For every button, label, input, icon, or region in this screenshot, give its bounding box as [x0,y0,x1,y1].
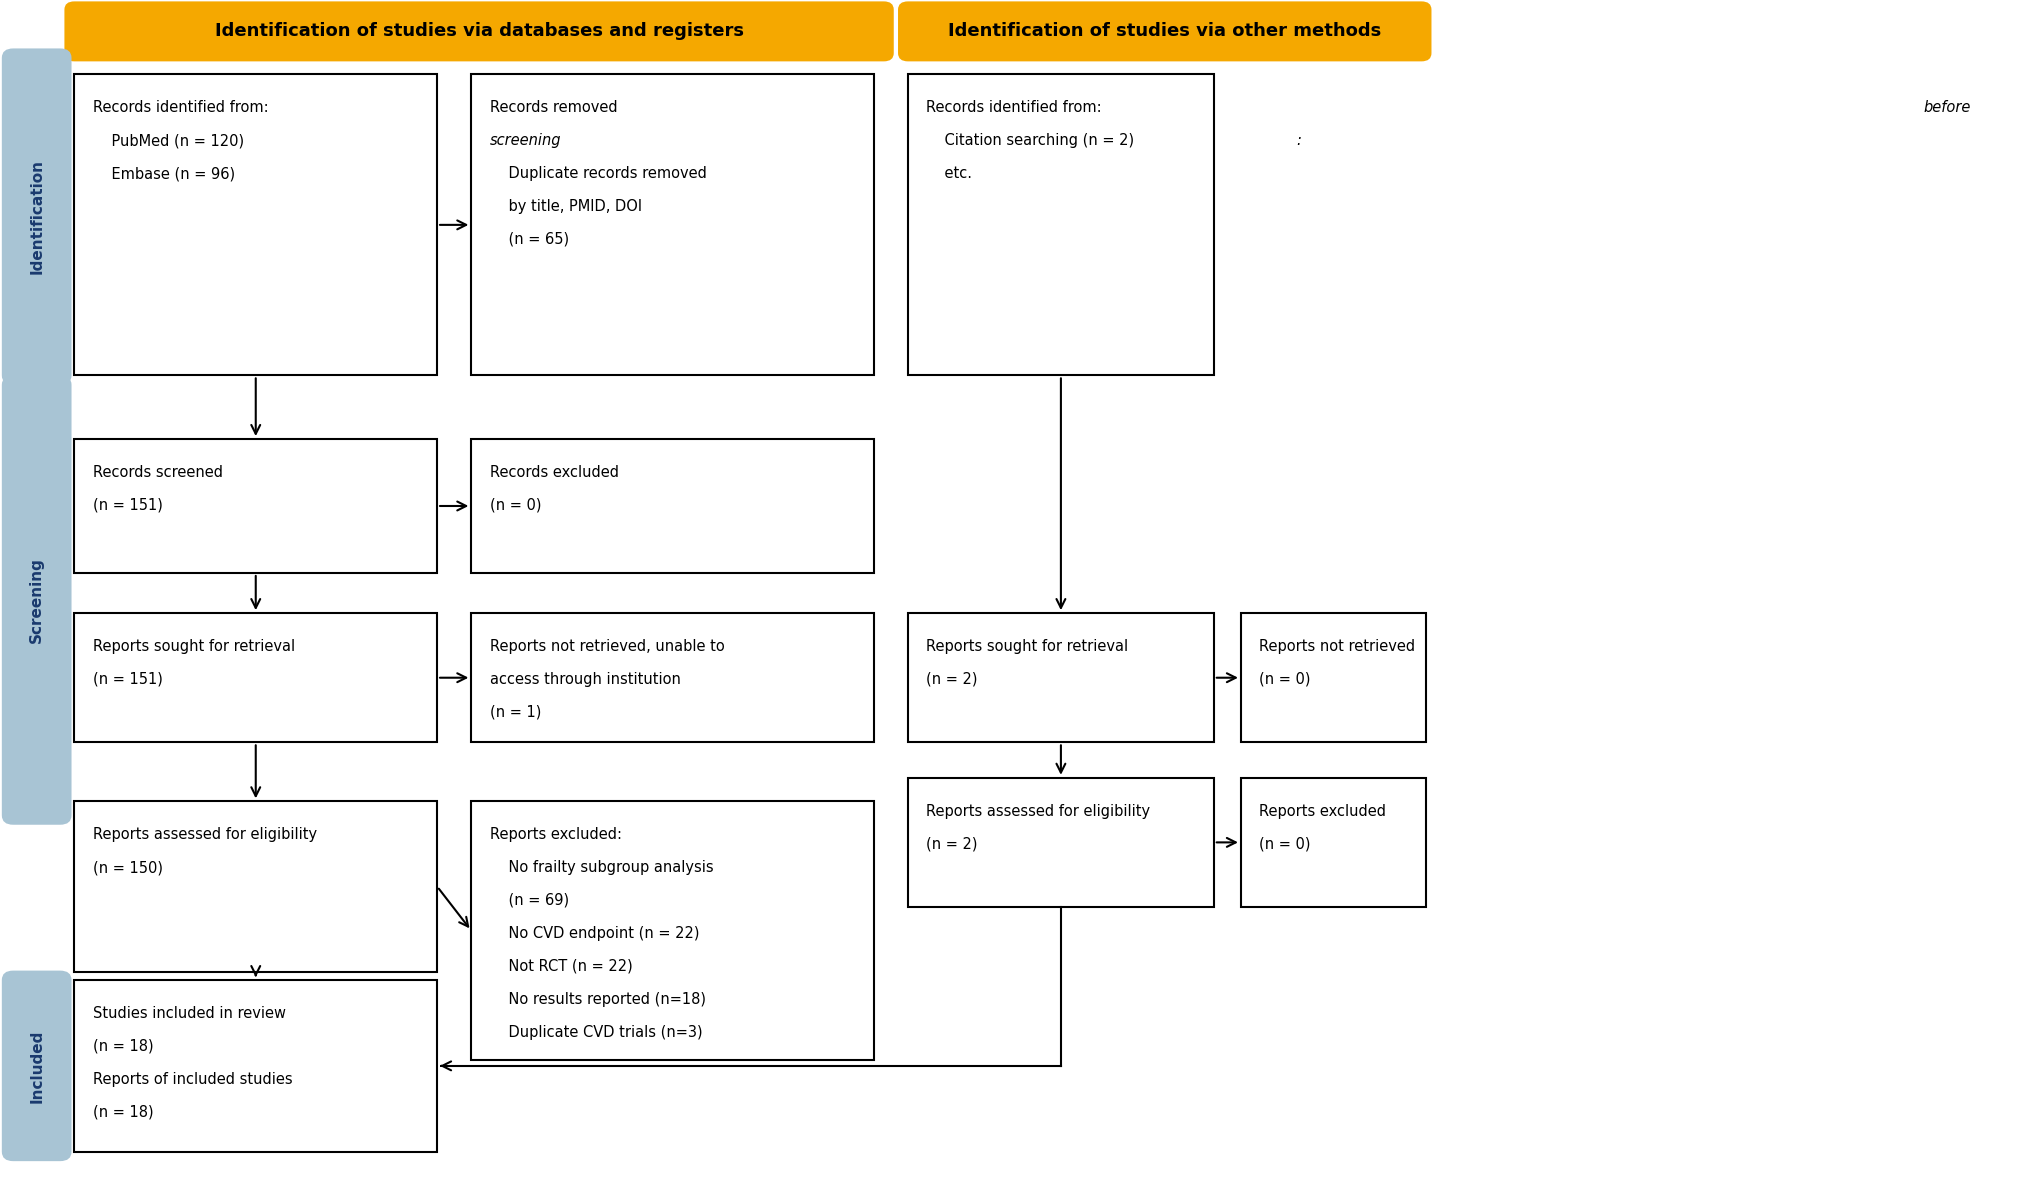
FancyBboxPatch shape [471,439,874,573]
Text: (n = 151): (n = 151) [93,498,162,513]
Text: (n = 151): (n = 151) [93,672,162,687]
FancyBboxPatch shape [2,48,71,384]
FancyBboxPatch shape [908,778,1214,907]
FancyBboxPatch shape [75,74,437,375]
FancyBboxPatch shape [75,980,437,1152]
Text: No results reported (n=18): No results reported (n=18) [490,992,706,1007]
FancyBboxPatch shape [2,375,71,825]
Text: before: before [1924,100,1970,116]
Text: (n = 2): (n = 2) [927,837,977,851]
Text: etc.: etc. [927,166,973,182]
Text: Not RCT (n = 22): Not RCT (n = 22) [490,959,633,974]
Text: Reports assessed for eligibility: Reports assessed for eligibility [93,828,318,842]
Text: Records excluded: Records excluded [490,465,619,480]
Text: No frailty subgroup analysis: No frailty subgroup analysis [490,859,714,875]
Text: by title, PMID, DOI: by title, PMID, DOI [490,199,641,215]
Text: Reports excluded:: Reports excluded: [490,828,621,842]
Text: Duplicate records removed: Duplicate records removed [490,166,706,182]
Text: Reports sought for retrieval: Reports sought for retrieval [93,639,295,654]
Text: Screening: Screening [28,558,45,643]
FancyBboxPatch shape [471,802,874,1060]
Text: Studies included in review: Studies included in review [93,1006,285,1021]
Text: access through institution: access through institution [490,672,680,687]
Text: screening: screening [490,133,560,149]
Text: (n = 65): (n = 65) [490,232,568,246]
FancyBboxPatch shape [1240,778,1426,907]
Text: (n = 18): (n = 18) [93,1105,154,1120]
FancyBboxPatch shape [908,613,1214,743]
FancyBboxPatch shape [898,1,1432,61]
Text: Identification: Identification [28,159,45,275]
FancyBboxPatch shape [65,1,894,61]
FancyBboxPatch shape [471,74,874,375]
Text: Reports assessed for eligibility: Reports assessed for eligibility [927,804,1151,818]
Text: (n = 150): (n = 150) [93,859,164,875]
Text: Duplicate CVD trials (n=3): Duplicate CVD trials (n=3) [490,1025,702,1040]
FancyBboxPatch shape [471,613,874,743]
Text: Records identified from:: Records identified from: [93,100,269,116]
FancyBboxPatch shape [908,74,1214,375]
Text: (n = 18): (n = 18) [93,1039,154,1054]
Text: Reports not retrieved: Reports not retrieved [1260,639,1416,654]
Text: (n = 2): (n = 2) [927,672,977,687]
Text: Reports not retrieved, unable to: Reports not retrieved, unable to [490,639,724,654]
FancyBboxPatch shape [75,802,437,971]
Text: Records removed: Records removed [490,100,621,116]
Text: :: : [1297,133,1301,149]
Text: Identification of studies via other methods: Identification of studies via other meth… [949,22,1382,40]
Text: Reports excluded: Reports excluded [1260,804,1386,818]
Text: PubMed (n = 120): PubMed (n = 120) [93,133,245,149]
Text: (n = 69): (n = 69) [490,893,568,908]
FancyBboxPatch shape [1240,613,1426,743]
Text: (n = 0): (n = 0) [1260,672,1311,687]
Text: Included: Included [28,1029,45,1102]
Text: Citation searching (n = 2): Citation searching (n = 2) [927,133,1135,149]
Text: Records identified from:: Records identified from: [927,100,1103,116]
Text: Embase (n = 96): Embase (n = 96) [93,166,235,182]
Text: (n = 0): (n = 0) [490,498,542,513]
FancyBboxPatch shape [2,970,71,1161]
Text: No CVD endpoint (n = 22): No CVD endpoint (n = 22) [490,926,700,941]
Text: Identification of studies via databases and registers: Identification of studies via databases … [214,22,744,40]
Text: Reports sought for retrieval: Reports sought for retrieval [927,639,1129,654]
FancyBboxPatch shape [75,613,437,743]
Text: Records screened: Records screened [93,465,223,480]
FancyBboxPatch shape [75,439,437,573]
Text: (n = 1): (n = 1) [490,705,540,719]
Text: Reports of included studies: Reports of included studies [93,1072,293,1087]
Text: (n = 0): (n = 0) [1260,837,1311,851]
